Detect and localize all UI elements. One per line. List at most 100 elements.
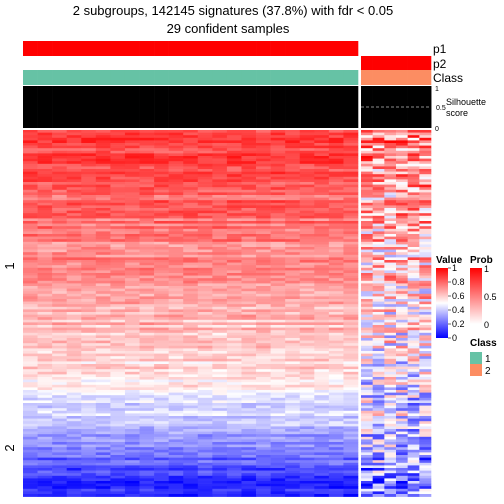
heatmap-cell: [343, 205, 359, 209]
heatmap-cell: [139, 403, 155, 406]
heatmap-cell: [372, 293, 385, 297]
heatmap-cell: [226, 392, 242, 396]
heatmap-cell: [419, 179, 432, 183]
heatmap-cell: [343, 135, 359, 139]
heatmap-cell: [384, 247, 397, 250]
heatmap-cell: [154, 379, 169, 383]
heatmap-cell: [372, 403, 385, 406]
heatmap-cell: [95, 270, 111, 274]
heatmap-cell: [419, 234, 432, 237]
heatmap-cell: [241, 286, 257, 289]
heatmap-cell: [407, 312, 420, 315]
heatmap-cell: [419, 176, 432, 180]
heatmap-cell: [299, 312, 315, 315]
heatmap-cell: [81, 156, 97, 159]
heatmap-cell: [110, 397, 126, 401]
heatmap-cell: [285, 475, 301, 479]
heatmap-cell: [124, 257, 140, 261]
heatmap-cell: [183, 143, 199, 146]
heatmap-cell: [52, 226, 67, 230]
silhouette-bar: [328, 86, 344, 128]
heatmap-cell: [361, 273, 373, 276]
p1-cell: [66, 41, 82, 56]
heatmap-cell: [37, 296, 53, 300]
heatmap-cell: [270, 187, 286, 191]
heatmap-cell: [285, 442, 301, 445]
p2-cell: [212, 56, 228, 70]
heatmap-cell: [241, 429, 257, 432]
heatmap-cell: [419, 345, 432, 349]
heatmap-cell: [270, 462, 286, 466]
heatmap-cell: [361, 403, 373, 406]
heatmap-cell: [299, 145, 315, 149]
heatmap-cell: [270, 304, 286, 308]
heatmap-cell: [407, 491, 420, 495]
heatmap-cell: [212, 405, 228, 409]
heatmap-cell: [270, 143, 286, 146]
heatmap-cell: [183, 166, 199, 170]
heatmap-cell: [372, 340, 385, 344]
heatmap-cell: [285, 306, 301, 310]
heatmap-cell: [343, 319, 359, 323]
heatmap-cell: [419, 202, 432, 206]
heatmap-cell: [168, 413, 184, 417]
heatmap-cell: [396, 345, 408, 349]
heatmap-cell: [361, 418, 373, 422]
heatmap-cell: [52, 439, 67, 443]
heatmap-cell: [124, 166, 140, 170]
heatmap-cell: [270, 356, 286, 360]
heatmap-cell: [139, 223, 155, 227]
heatmap-cell: [110, 283, 126, 287]
heatmap-cell: [299, 163, 315, 167]
silhouette-bar: [226, 86, 242, 128]
heatmap-cell: [396, 273, 408, 276]
heatmap-cell: [52, 377, 67, 380]
heatmap-cell: [419, 304, 432, 308]
heatmap-cell: [154, 218, 169, 222]
heatmap-cell: [23, 475, 38, 479]
heatmap-cell: [384, 475, 397, 479]
heatmap-cell: [270, 400, 286, 404]
heatmap-cell: [37, 468, 53, 471]
heatmap-cell: [183, 314, 199, 318]
heatmap-cell: [372, 176, 385, 180]
class-label: Class: [433, 71, 463, 85]
heatmap-cell: [270, 291, 286, 295]
heatmap-cell: [241, 296, 257, 300]
heatmap-cell: [372, 436, 385, 440]
heatmap-cell: [328, 226, 344, 230]
heatmap-cell: [37, 371, 53, 375]
heatmap-cell: [361, 153, 373, 157]
heatmap-cell: [343, 488, 359, 492]
heatmap-cell: [407, 473, 420, 477]
heatmap-cell: [66, 358, 82, 362]
heatmap-cell: [139, 473, 155, 477]
heatmap-cell: [66, 397, 82, 401]
heatmap-cell: [270, 379, 286, 383]
heatmap-cell: [361, 158, 373, 162]
heatmap-cell: [226, 236, 242, 240]
heatmap-cell: [168, 314, 184, 318]
heatmap-cell: [110, 153, 126, 157]
heatmap-cell: [384, 208, 397, 211]
heatmap-cell: [139, 202, 155, 206]
heatmap-cell: [66, 395, 82, 399]
heatmap-cell: [23, 241, 38, 245]
heatmap-cell: [52, 444, 67, 448]
heatmap-cell: [361, 478, 373, 482]
heatmap-cell: [285, 416, 301, 419]
heatmap-cell: [212, 215, 228, 219]
heatmap-cell: [139, 377, 155, 380]
heatmap-cell: [270, 288, 286, 292]
p1-cell: [168, 41, 184, 56]
heatmap-cell: [212, 260, 228, 263]
heatmap-cell: [396, 260, 408, 263]
heatmap-cell: [270, 283, 286, 287]
heatmap-cell: [299, 384, 315, 388]
heatmap-cell: [37, 283, 53, 287]
heatmap-cell: [95, 174, 111, 178]
p2-cell: [168, 56, 184, 70]
heatmap-cell: [52, 296, 67, 300]
heatmap-cell: [226, 379, 242, 383]
heatmap-cell: [396, 377, 408, 380]
